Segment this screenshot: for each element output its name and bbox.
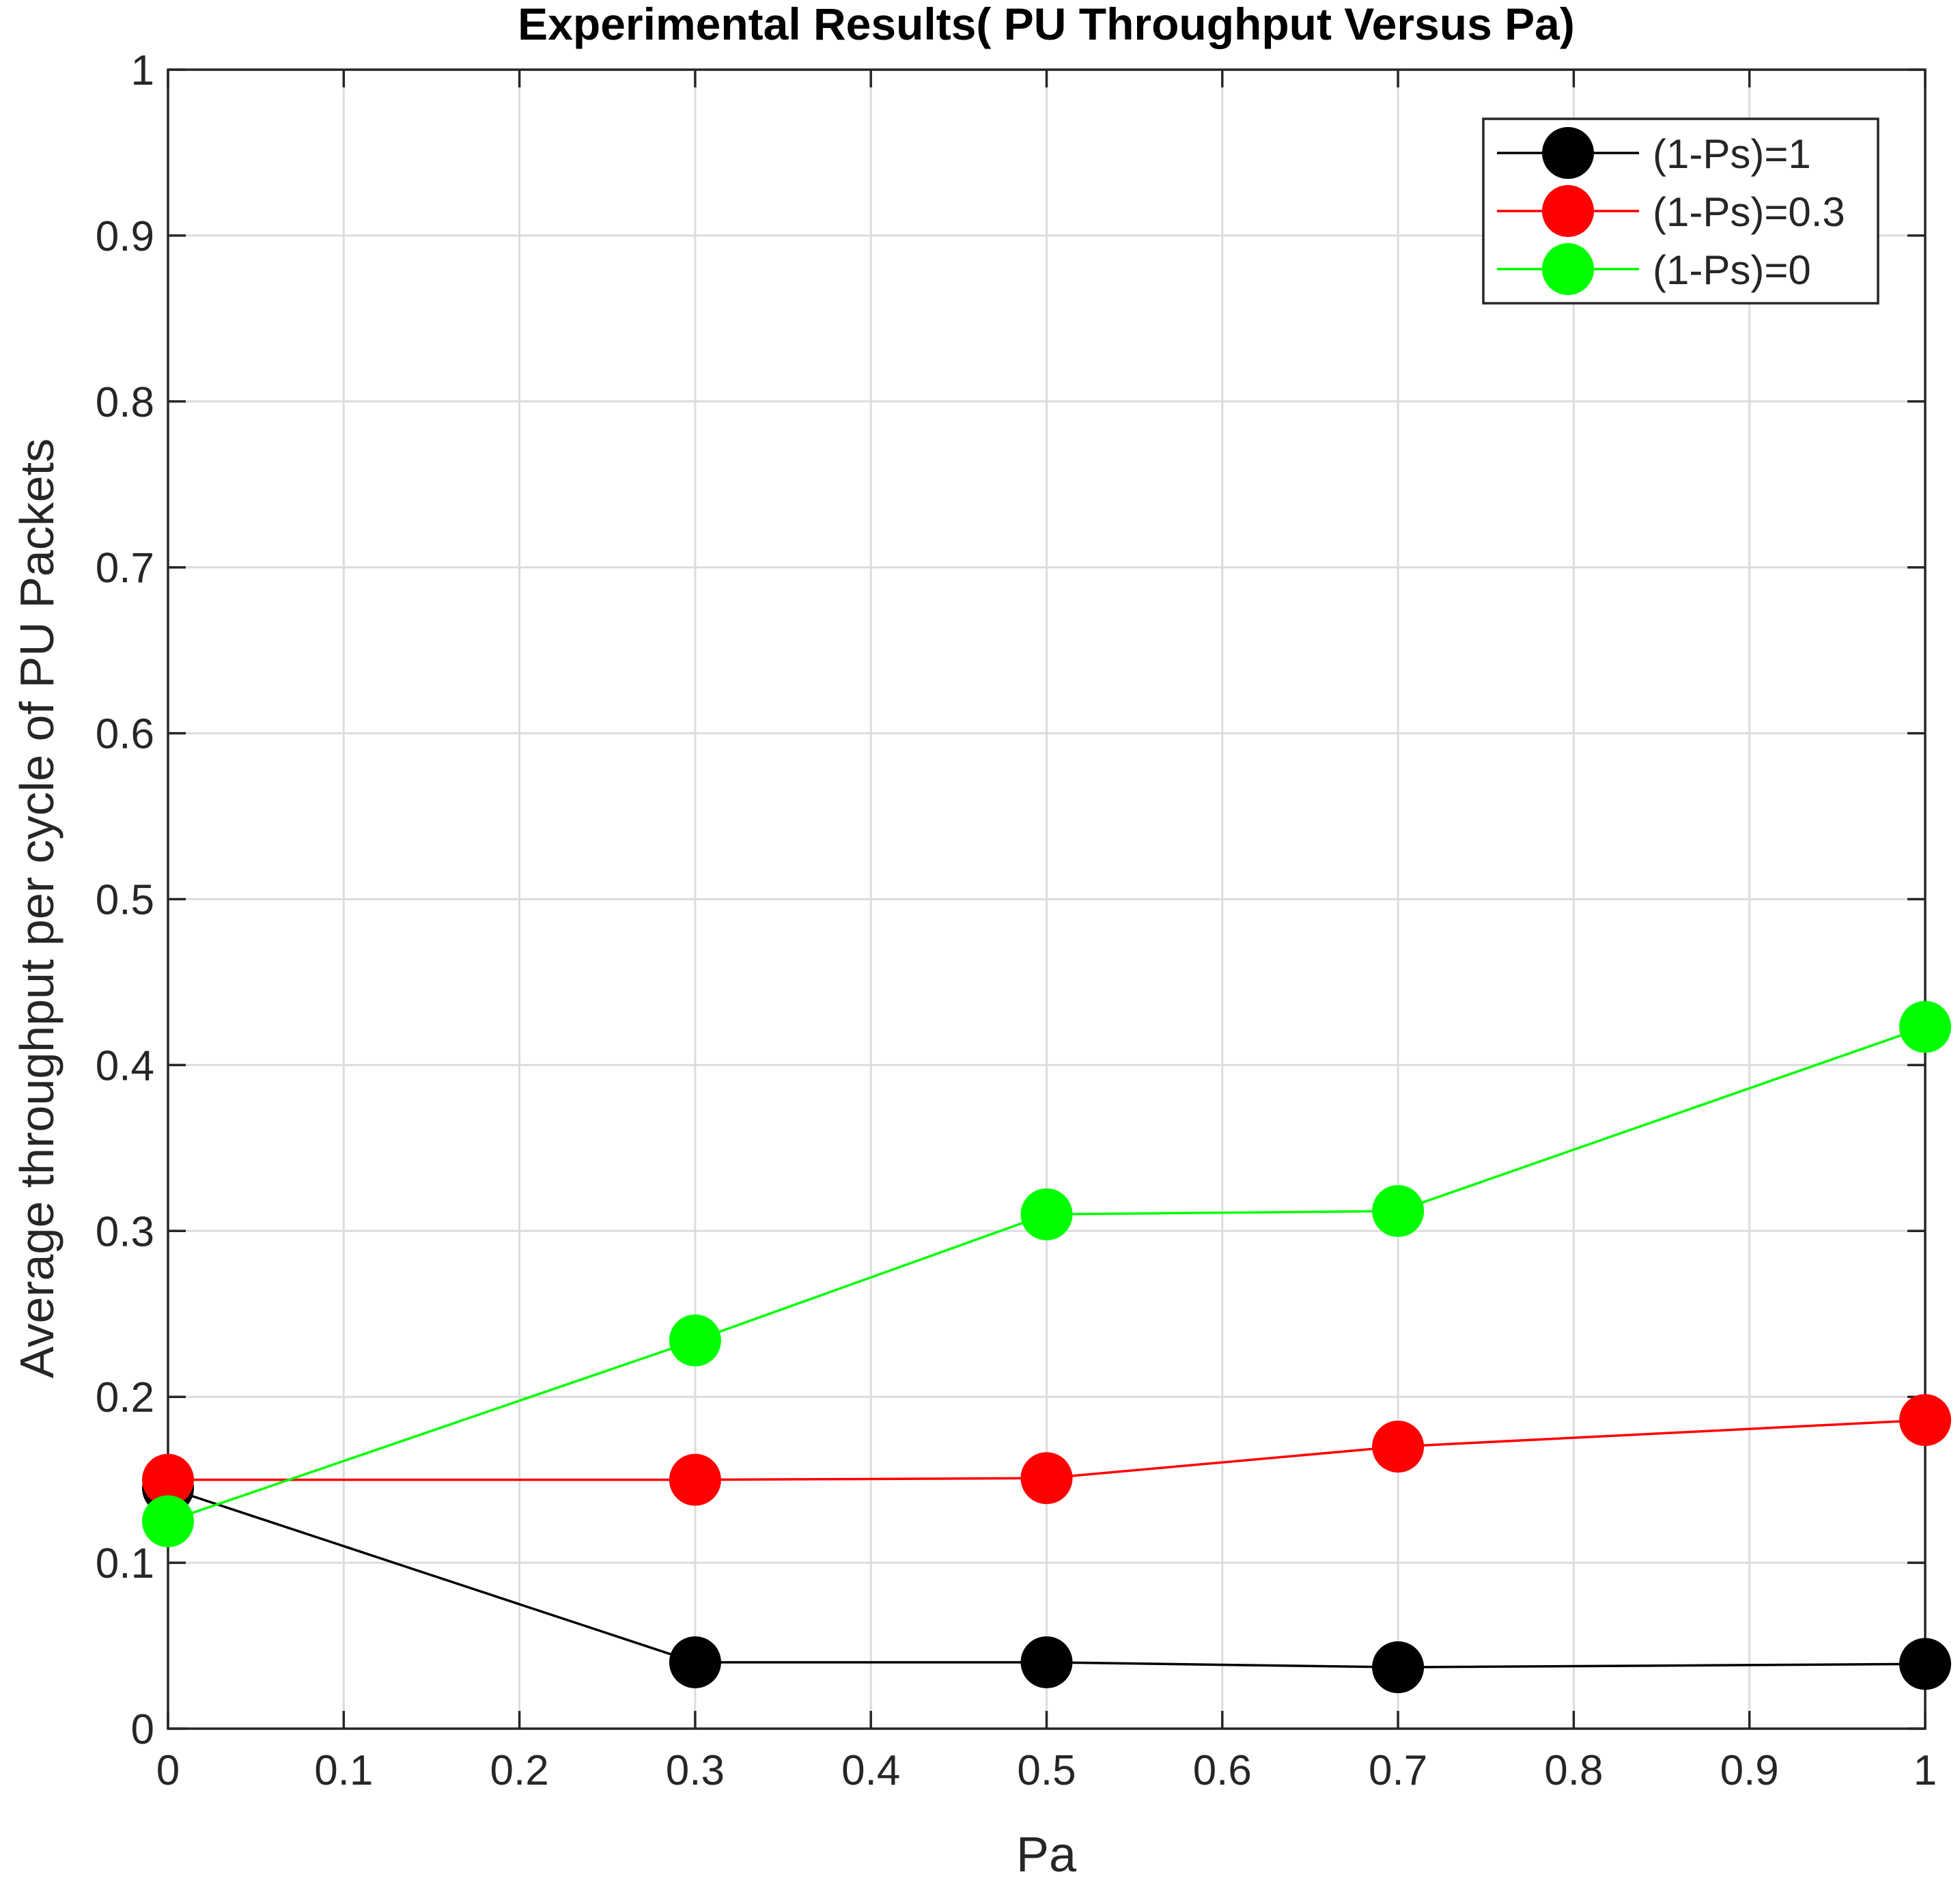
y-tick-label: 1 [131,47,154,94]
data-point-series-0 [1020,1636,1073,1688]
x-tick-label: 0.3 [666,1747,725,1794]
data-point-series-1 [1372,1421,1425,1473]
y-tick-label: 0.7 [96,545,154,592]
y-tick-label: 0.2 [96,1374,154,1421]
x-tick-label: 0 [156,1747,180,1794]
y-tick-label: 0.5 [96,877,154,924]
y-tick-label: 0.3 [96,1208,154,1255]
data-point-series-1 [1899,1394,1951,1447]
data-point-series-2 [142,1495,194,1548]
x-tick-label: 1 [1914,1747,1937,1794]
data-point-series-0 [1899,1638,1951,1690]
chart-title: Experimental Results( PU Throughput Vers… [518,0,1575,49]
data-point-series-2 [1372,1185,1425,1238]
data-point-series-1 [669,1453,721,1506]
data-point-series-1 [142,1453,194,1506]
legend-entry-label: (1-Ps)=1 [1653,131,1811,177]
y-axis-label: Average throughput per cycle of PU Packe… [10,438,64,1378]
x-tick-label: 0.8 [1544,1747,1603,1794]
data-point-series-2 [669,1314,721,1367]
legend-marker [1542,185,1594,237]
y-tick-label: 0.8 [96,379,154,426]
legend-entry-label: (1-Ps)=0.3 [1653,189,1845,235]
legend-entry-label: (1-Ps)=0 [1653,247,1811,293]
x-tick-label: 0.9 [1720,1747,1779,1794]
legend-marker [1542,243,1594,295]
y-tick-label: 0 [131,1706,154,1753]
data-point-series-2 [1899,1001,1951,1053]
data-point-series-2 [1020,1188,1073,1241]
x-tick-label: 0.6 [1193,1747,1252,1794]
y-tick-label: 0.6 [96,711,154,758]
x-tick-label: 0.1 [314,1747,373,1794]
x-tick-label: 0.4 [841,1747,900,1794]
y-tick-label: 0.4 [96,1042,154,1089]
data-point-series-1 [1020,1452,1073,1505]
y-tick-label: 0.1 [96,1540,154,1587]
legend-marker [1542,127,1594,179]
y-tick-label: 0.9 [96,213,154,260]
x-tick-label: 0.7 [1369,1747,1427,1794]
x-tick-label: 0.5 [1017,1747,1076,1794]
x-axis-label: Pa [1016,1828,1077,1880]
data-point-series-0 [669,1636,721,1688]
data-point-series-0 [1372,1641,1425,1694]
x-tick-label: 0.2 [490,1747,548,1794]
